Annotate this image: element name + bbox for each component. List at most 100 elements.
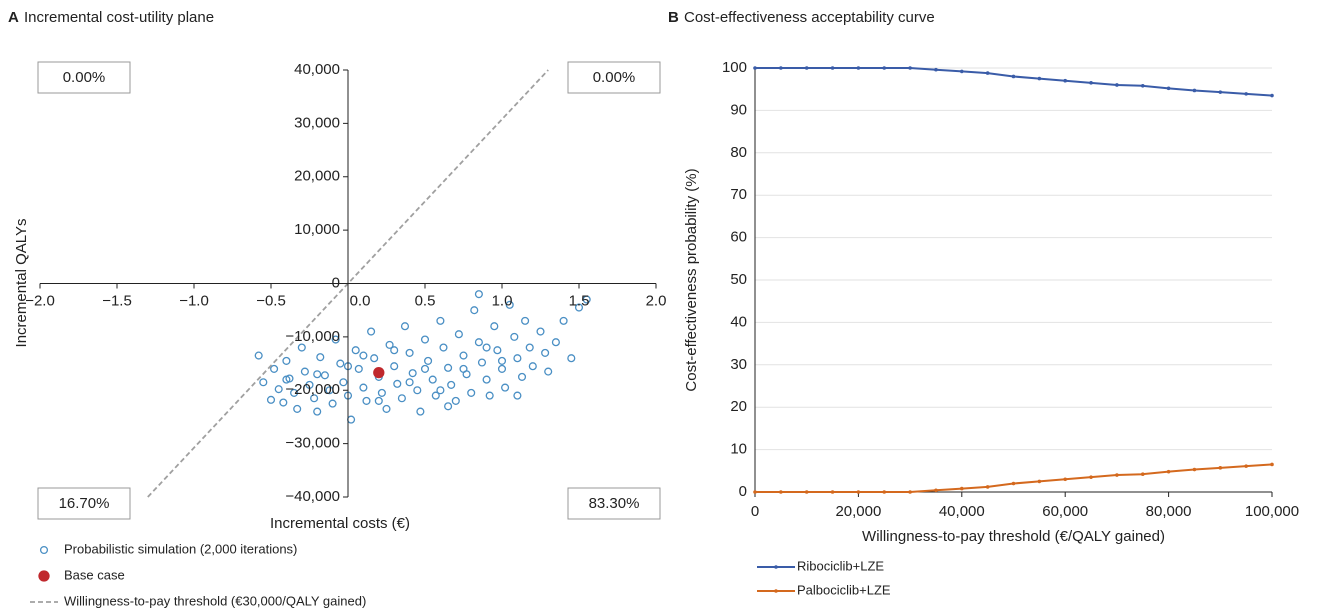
simulation-point <box>374 396 383 405</box>
series-marker <box>1011 481 1016 486</box>
simulation-point <box>482 343 491 352</box>
x-tick-label: 40,000 <box>939 503 985 520</box>
simulation-point <box>505 300 514 309</box>
simulation-point <box>259 378 268 387</box>
simulation-point <box>336 359 345 368</box>
legend-marker <box>774 565 778 569</box>
y-tick-label: −30,000 <box>285 435 340 452</box>
x-tick-label: 60,000 <box>1042 503 1088 520</box>
simulation-point <box>451 396 460 405</box>
simulation-point <box>270 364 279 373</box>
series-marker <box>1166 469 1171 474</box>
legend-swatch <box>39 545 49 555</box>
simulation-point <box>521 316 530 325</box>
simulation-point <box>316 353 325 362</box>
series-marker <box>830 490 835 494</box>
simulation-point <box>420 335 430 344</box>
simulation-point <box>290 388 299 397</box>
simulation-point <box>485 391 494 400</box>
simulation-point <box>501 383 510 392</box>
series-marker <box>908 66 912 70</box>
simulation-point <box>459 351 468 360</box>
simulation-point <box>300 367 309 376</box>
quadrant-box <box>37 487 131 520</box>
simulation-point <box>428 375 437 384</box>
x-tick-label: −1.0 <box>179 292 209 309</box>
y-tick-label: 0 <box>332 274 340 291</box>
series-marker <box>804 490 809 494</box>
panel-title: Cost-effectiveness acceptability curve <box>684 9 935 26</box>
simulation-point <box>293 404 302 413</box>
simulation-point <box>436 386 445 395</box>
simulation-point <box>493 346 502 355</box>
x-tick-label: 1.5 <box>569 292 590 309</box>
series-marker <box>779 66 783 70</box>
quadrant-box <box>37 61 131 94</box>
y-tick-label: 80 <box>730 144 747 161</box>
x-axis-label: Willingness-to-pay threshold (€/QALY gai… <box>862 528 1165 545</box>
x-tick-label: 0.0 <box>350 292 371 309</box>
series-marker <box>1089 81 1093 85</box>
y-tick-label: 50 <box>730 271 747 288</box>
series-marker <box>960 69 964 74</box>
series-marker <box>830 66 835 70</box>
simulation-point <box>385 340 394 349</box>
simulation-point <box>305 380 314 389</box>
y-tick-label: 30 <box>730 356 747 373</box>
panel-letter: B <box>668 9 679 26</box>
simulation-point <box>382 404 391 413</box>
simulation-point <box>325 386 334 395</box>
x-tick-label: 0 <box>751 503 759 520</box>
series-marker <box>985 485 990 489</box>
simulation-point <box>517 372 527 381</box>
simulation-point <box>497 356 507 365</box>
series-marker <box>856 66 861 70</box>
simulation-point <box>266 395 276 404</box>
series-marker <box>1011 74 1016 79</box>
simulation-point <box>282 356 291 365</box>
simulation-point <box>536 327 545 336</box>
quadrant-label: 0.00% <box>593 69 636 86</box>
series-marker <box>1244 92 1248 96</box>
simulation-point <box>408 369 417 378</box>
series-marker <box>856 490 861 494</box>
series-marker <box>882 490 887 494</box>
simulation-point <box>528 362 537 371</box>
simulation-point <box>377 388 386 397</box>
series-marker <box>753 490 757 494</box>
simulation-point <box>351 346 360 355</box>
simulation-point <box>405 348 414 357</box>
simulation-point <box>424 356 433 365</box>
simulation-point <box>444 402 453 411</box>
y-tick-label: 70 <box>730 186 747 203</box>
simulation-point <box>359 351 368 360</box>
legend-marker <box>774 589 778 593</box>
simulation-point <box>254 351 263 360</box>
series-marker <box>1063 78 1067 83</box>
simulation-point <box>390 346 399 355</box>
simulation-point <box>477 358 487 367</box>
simulation-point <box>559 316 568 325</box>
y-tick-label: 90 <box>730 101 747 118</box>
simulation-point <box>354 364 363 373</box>
series-marker <box>908 490 912 494</box>
y-tick-label: 20,000 <box>294 168 340 185</box>
simulation-point <box>313 370 322 379</box>
simulation-point <box>454 330 463 339</box>
quadrant-label: 83.30% <box>589 495 640 512</box>
y-tick-label: 100 <box>722 59 747 76</box>
simulation-point <box>474 338 483 347</box>
simulation-point <box>362 396 371 405</box>
simulation-point <box>567 354 576 363</box>
simulation-point <box>390 362 399 371</box>
x-tick-label: 0.5 <box>415 292 436 309</box>
simulation-point <box>459 364 468 373</box>
simulation-point <box>297 343 306 352</box>
simulation-point <box>497 364 507 373</box>
simulation-point <box>279 398 288 407</box>
y-tick-label: 10 <box>730 441 747 458</box>
simulation-point <box>320 371 329 380</box>
simulation-point <box>400 322 410 331</box>
simulation-point <box>328 399 337 408</box>
